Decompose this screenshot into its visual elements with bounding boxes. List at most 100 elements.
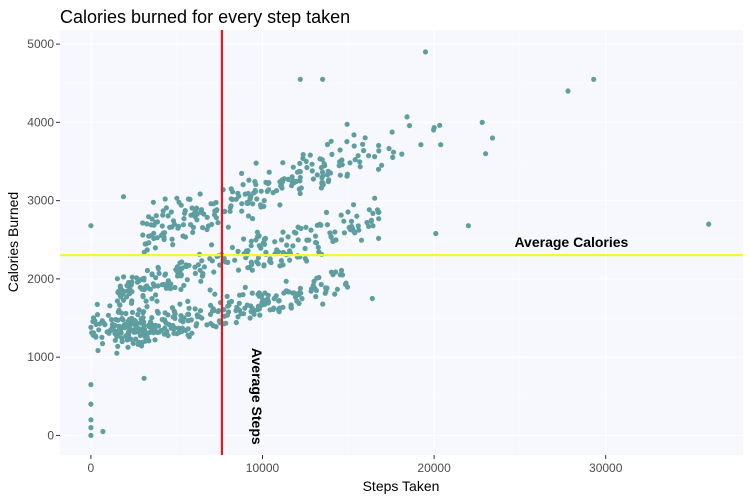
data-point xyxy=(162,310,168,316)
data-point xyxy=(290,243,296,249)
data-point xyxy=(265,299,272,305)
data-point xyxy=(200,225,206,231)
data-point xyxy=(124,294,130,300)
data-point xyxy=(197,191,203,197)
data-point xyxy=(178,202,184,208)
data-point xyxy=(352,157,358,163)
data-point xyxy=(226,302,232,308)
data-point xyxy=(235,190,241,196)
data-point xyxy=(227,208,233,214)
data-point xyxy=(278,258,284,264)
data-point xyxy=(129,274,135,280)
data-point xyxy=(178,286,184,292)
data-point xyxy=(94,301,100,307)
data-point xyxy=(258,293,265,299)
data-point xyxy=(124,288,130,294)
data-point xyxy=(156,270,162,276)
data-point xyxy=(245,213,252,219)
data-point xyxy=(317,221,323,227)
data-point xyxy=(372,195,378,201)
data-point xyxy=(144,221,150,227)
data-point xyxy=(318,281,324,288)
data-point xyxy=(168,281,174,287)
data-point xyxy=(324,222,330,228)
data-point xyxy=(390,154,396,160)
data-point xyxy=(169,305,175,311)
data-point xyxy=(303,158,309,164)
data-point xyxy=(201,264,207,270)
data-point xyxy=(88,425,94,431)
data-point xyxy=(170,314,176,320)
data-point xyxy=(330,238,337,244)
data-point xyxy=(179,325,185,331)
data-point xyxy=(125,344,131,350)
data-point xyxy=(319,157,325,163)
data-point xyxy=(185,298,191,304)
data-point xyxy=(288,305,294,311)
data-point xyxy=(135,311,141,318)
data-point xyxy=(211,269,217,275)
data-point xyxy=(228,298,235,305)
data-point xyxy=(323,209,330,215)
data-point xyxy=(192,306,198,312)
x-tick-label: 0 xyxy=(88,461,95,475)
data-point xyxy=(275,306,282,312)
data-point xyxy=(253,160,259,166)
data-point xyxy=(115,289,121,295)
data-point xyxy=(300,152,306,158)
data-point xyxy=(165,213,171,219)
data-point xyxy=(255,307,261,313)
data-point xyxy=(114,276,120,282)
data-point xyxy=(357,164,363,170)
chart-title: Calories burned for every step taken xyxy=(60,7,350,27)
data-point xyxy=(347,160,353,166)
data-point xyxy=(369,295,375,302)
data-point xyxy=(360,141,366,147)
data-point xyxy=(351,132,357,138)
data-point xyxy=(479,119,485,125)
data-point xyxy=(210,308,216,314)
data-point xyxy=(151,283,157,289)
data-point xyxy=(149,327,155,333)
data-point xyxy=(293,291,299,297)
data-point xyxy=(347,227,353,233)
data-point xyxy=(344,171,350,177)
data-point xyxy=(253,181,259,188)
data-point xyxy=(309,161,315,167)
data-point xyxy=(379,162,385,168)
data-point xyxy=(465,223,471,229)
data-point xyxy=(366,207,372,213)
data-point xyxy=(310,176,316,182)
data-point xyxy=(134,328,140,334)
data-point xyxy=(125,324,131,330)
data-point xyxy=(240,182,246,188)
data-point xyxy=(212,291,218,297)
data-point xyxy=(341,230,347,236)
data-point xyxy=(153,213,159,219)
axis-ticks: 0 1000 2000 3000 4000 5000 0 10000 20000 30000 xyxy=(27,37,622,475)
data-point xyxy=(214,207,220,214)
data-point xyxy=(437,122,443,128)
x-tick-label: 20000 xyxy=(417,461,451,475)
data-point xyxy=(351,143,357,149)
data-point xyxy=(324,141,330,148)
data-point xyxy=(136,278,142,284)
data-point xyxy=(591,76,597,82)
data-point xyxy=(248,238,254,244)
data-point xyxy=(287,257,293,263)
data-point xyxy=(328,233,334,239)
data-point xyxy=(308,227,314,233)
data-point xyxy=(283,278,289,284)
data-point xyxy=(99,334,105,340)
data-point xyxy=(171,221,178,227)
data-point xyxy=(295,224,301,230)
data-point xyxy=(319,169,326,175)
data-point xyxy=(262,235,269,241)
data-point xyxy=(326,177,332,183)
data-point xyxy=(90,318,96,324)
data-point xyxy=(100,428,106,435)
data-point xyxy=(116,307,122,313)
data-point xyxy=(250,216,256,222)
data-point xyxy=(332,291,338,297)
data-point xyxy=(175,273,181,279)
